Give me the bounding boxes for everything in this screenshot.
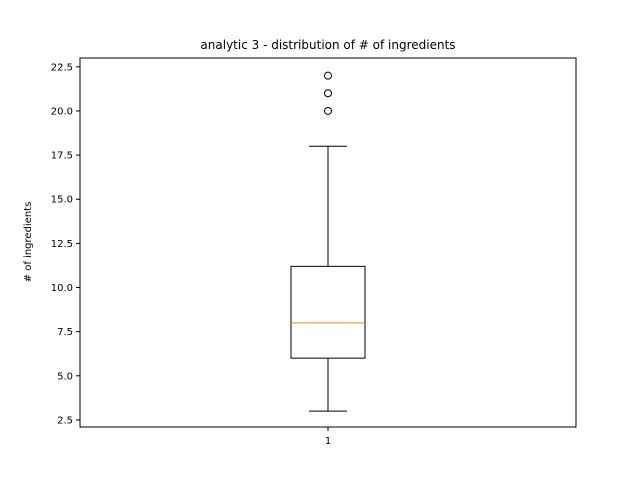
outlier-point (324, 71, 332, 80)
outlier-point (324, 89, 332, 98)
y-tick-label: 12.5 (51, 239, 73, 250)
y-axis: 2.5 5.0 7.5 10.0 12.5 15.0 17.5 20.0 22.5 (51, 62, 80, 426)
y-tick-label: 5.0 (57, 371, 73, 382)
y-tick-label: 22.5 (51, 62, 73, 73)
y-axis-label: # of ingredients (23, 202, 34, 283)
y-tick-label: 20.0 (51, 106, 73, 117)
chart-title: analytic 3 - distribution of # of ingred… (200, 38, 455, 52)
box-series (290, 71, 366, 412)
outlier-point (324, 106, 332, 115)
y-tick-label: 7.5 (57, 327, 73, 338)
y-tick-label: 17.5 (51, 151, 73, 162)
y-tick-label: 15.0 (51, 195, 73, 206)
x-tick-label: 1 (325, 436, 331, 447)
interquartile-box (290, 265, 366, 359)
y-tick-label: 2.5 (57, 415, 73, 426)
y-tick-label: 10.0 (51, 283, 73, 294)
x-axis: 1 (325, 427, 331, 447)
